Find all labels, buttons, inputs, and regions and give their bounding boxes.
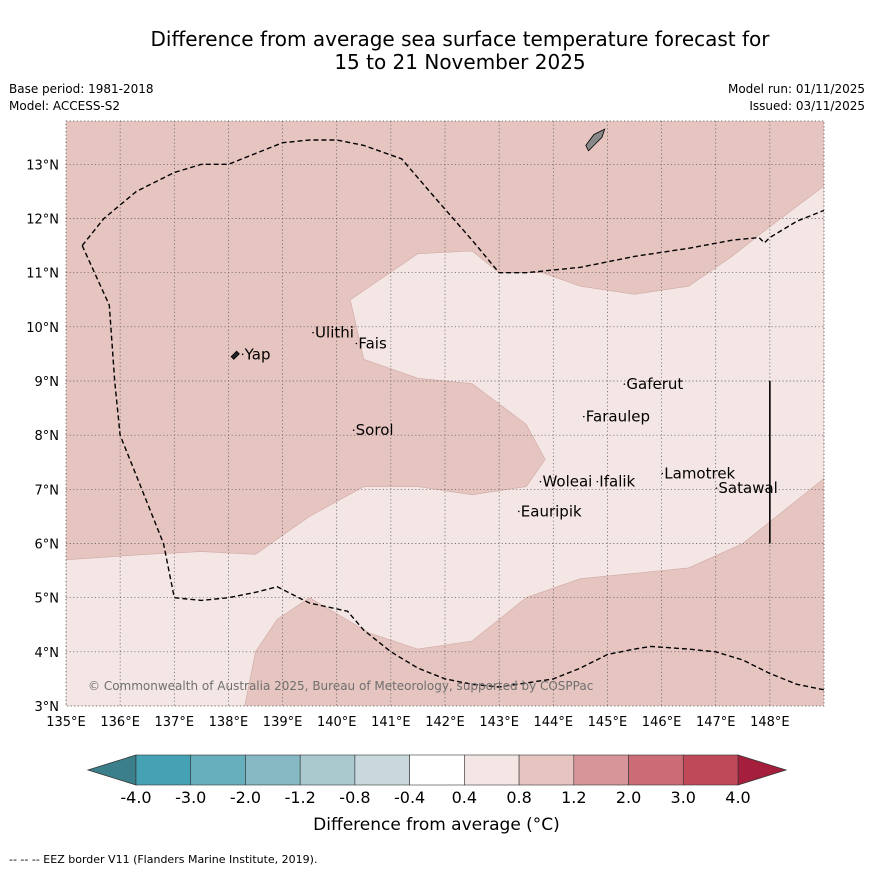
colorbar-swatch: [190, 754, 246, 786]
meta-left: Base period: 1981-2018 Model: ACCESS-S2: [9, 81, 154, 115]
place-marker: [715, 487, 718, 489]
lon-tick-label: 138°E: [209, 715, 249, 730]
place-label-ifalik: Ifalik: [599, 473, 635, 491]
place-label-faraulep: Faraulep: [586, 408, 650, 426]
model-run: Model run: 01/11/2025: [727, 82, 865, 96]
map-frame: [65, 120, 825, 707]
lat-tick-label: 13°N: [26, 158, 59, 173]
colorbar-tick-label: 2.0: [616, 788, 641, 807]
lon-tick-label: 142°E: [425, 715, 465, 730]
colorbar-tick-label: -1.2: [285, 788, 316, 807]
colorbar-swatch: [135, 754, 192, 786]
colorbar-tick-label: -0.4: [394, 788, 425, 807]
lon-tick-label: 140°E: [317, 715, 357, 730]
colorbar-swatch: [682, 754, 739, 786]
place-marker: [355, 342, 358, 345]
lon-tick-label: 145°E: [588, 715, 628, 730]
colorbar-tick-label: 1.2: [561, 788, 586, 807]
colorbar-tick-label: -2.0: [230, 788, 261, 807]
lat-tick-label: 8°N: [35, 429, 60, 444]
lon-tick-label: 143°E: [479, 715, 519, 730]
lat-tick-label: 10°N: [26, 321, 59, 336]
eez-border-north: [81, 139, 824, 274]
lon-tick-label: 137°E: [155, 715, 195, 730]
eez-border-south: [81, 245, 824, 691]
lon-tick-label: 146°E: [642, 715, 682, 730]
place-label-eauripik: Eauripik: [521, 502, 582, 520]
colorbar-tick-label: 0.8: [506, 788, 531, 807]
place-label-satawal: Satawal: [718, 479, 777, 497]
colorbar-swatch: [409, 754, 465, 786]
colorbar-tick-label: 4.0: [725, 788, 750, 807]
lon-tick-label: 135°E: [46, 715, 86, 730]
lon-tick-label: 148°E: [750, 715, 790, 730]
colorbar-under-arrow: [86, 754, 137, 786]
place-label-ulithi: Ulithi: [315, 324, 354, 342]
title-line-1: Difference from average sea surface temp…: [150, 27, 770, 51]
colorbar-over-arrow: [737, 754, 788, 786]
lon-tick-label: 147°E: [696, 715, 736, 730]
place-label-yap: Yap: [244, 345, 271, 363]
colorbar-swatch: [628, 754, 684, 786]
colorbar-tick-label: 0.4: [452, 788, 477, 807]
lon-tick-label: 136°E: [100, 715, 140, 730]
place-marker: [539, 480, 542, 483]
issued-date: Issued: 03/11/2025: [749, 99, 865, 113]
place-marker: [518, 510, 520, 513]
title-line-2: 15 to 21 November 2025: [334, 50, 586, 74]
colorbar-tick-label: -3.0: [175, 788, 206, 807]
place-label-sorol: Sorol: [356, 421, 394, 439]
place-marker: [596, 480, 599, 483]
lat-tick-label: 9°N: [35, 375, 60, 390]
lat-tick-label: 5°N: [35, 592, 60, 607]
eez-footnote: -- -- -- EEZ border V11 (Flanders Marine…: [9, 853, 318, 866]
colorbar-swatch: [299, 754, 356, 786]
anomaly-band-0-4-to-0-8: [66, 185, 824, 706]
lat-tick-label: 4°N: [35, 646, 60, 661]
place-label-lamotrek: Lamotrek: [664, 465, 735, 483]
colorbar-tick-label: -4.0: [120, 788, 151, 807]
place-marker: [352, 429, 355, 431]
guam-island: [585, 128, 606, 152]
colorbar-swatch: [245, 754, 301, 786]
chart-title: Difference from average sea surface temp…: [60, 28, 860, 74]
colorbar-swatch: [518, 754, 575, 786]
place-marker: [241, 353, 244, 356]
lat-tick-label: 7°N: [35, 483, 60, 498]
place-label-gaferut: Gaferut: [626, 375, 683, 393]
lat-tick-label: 6°N: [35, 538, 60, 553]
copyright-notice: © Commonwealth of Australia 2025, Bureau…: [88, 679, 593, 693]
place-label-woleai: Woleai: [542, 473, 592, 491]
lat-tick-label: 3°N: [35, 700, 60, 715]
lat-tick-label: 11°N: [26, 267, 59, 282]
place-marker: [661, 472, 664, 475]
colorbar-tick-label: -0.8: [339, 788, 370, 807]
colorbar-label: Difference from average (°C): [313, 815, 560, 835]
model-name: Model: ACCESS-S2: [9, 99, 121, 113]
lon-tick-label: 141°E: [371, 715, 411, 730]
base-period: Base period: 1981-2018: [9, 82, 154, 96]
colorbar-swatch: [573, 754, 629, 786]
place-label-fais: Fais: [358, 335, 387, 353]
lon-tick-label: 139°E: [263, 715, 303, 730]
lat-tick-label: 12°N: [26, 213, 59, 228]
yap-island: [230, 350, 240, 360]
colorbar-swatch: [354, 754, 410, 786]
lon-tick-label: 144°E: [534, 715, 574, 730]
place-marker: [312, 331, 314, 334]
colorbar-swatch: [464, 754, 520, 786]
meta-right: Model run: 01/11/2025 Issued: 03/11/2025: [728, 81, 865, 115]
place-marker: [623, 383, 626, 385]
place-marker: [582, 415, 585, 418]
colorbar-tick-label: 3.0: [671, 788, 696, 807]
